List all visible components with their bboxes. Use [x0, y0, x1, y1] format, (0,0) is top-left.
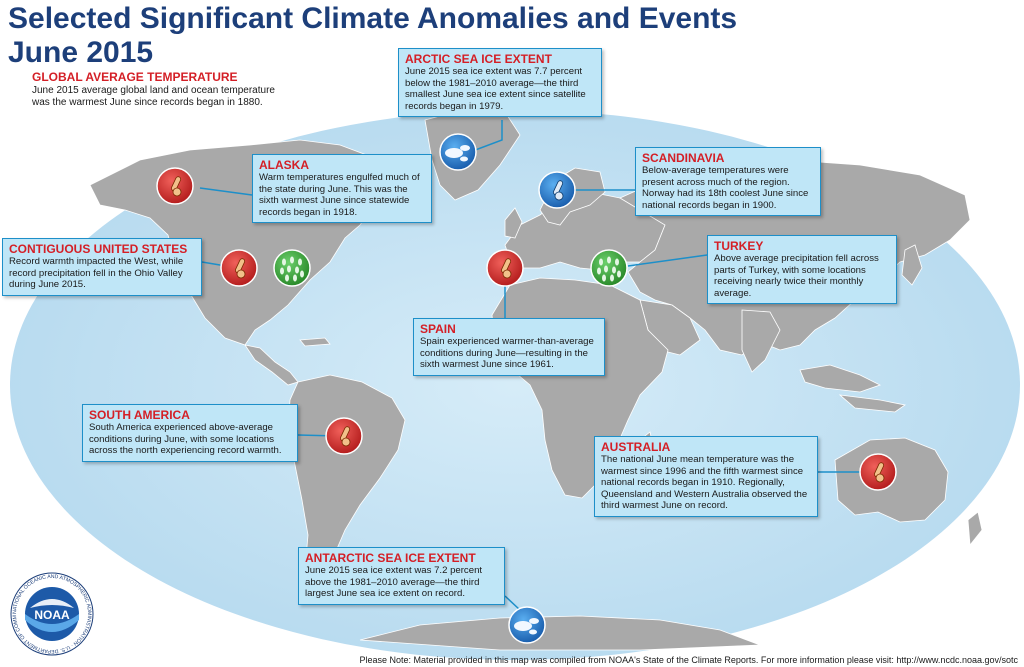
footer-note: Please Note: Material provided in this m… — [359, 655, 1018, 665]
noaa-logo-text: NOAA — [34, 608, 70, 622]
south-america-text: South America experienced above-average … — [89, 422, 282, 457]
arctic-callout: ARCTIC SEA ICE EXTENT June 2015 sea ice … — [398, 48, 602, 118]
australia-heading: AUSTRALIA — [601, 440, 671, 454]
thermometer-warm-icon — [486, 249, 524, 287]
spain-callout: SPAIN Spain experienced warmer-than-aver… — [413, 318, 605, 376]
scandinavia-text: Below-average temperatures were present … — [642, 165, 809, 211]
global-temp-text: June 2015 average global land and ocean … — [32, 85, 275, 108]
arctic-heading: ARCTIC SEA ICE EXTENT — [405, 52, 552, 66]
alaska-text: Warm temperatures engulfed much of the s… — [259, 172, 420, 218]
turkey-text: Above average precipitation fell across … — [714, 253, 879, 299]
precipitation-icon — [590, 249, 628, 287]
thermometer-warm-icon — [156, 167, 194, 205]
event-icons — [156, 133, 897, 644]
thermometer-cool-icon — [538, 171, 576, 209]
contiguous-us-heading: CONTIGUOUS UNITED STATES — [9, 242, 188, 256]
global-temp-heading: GLOBAL AVERAGE TEMPERATURE — [32, 70, 238, 84]
noaa-logo: NATIONAL OCEANIC AND ATMOSPHERIC ADMINIS… — [10, 572, 94, 656]
title-line-1: Selected Significant Climate Anomalies a… — [8, 2, 738, 35]
title-line-2: June 2015 — [8, 36, 154, 69]
sea-ice-icon — [508, 606, 546, 644]
australia-callout: AUSTRALIA The national June mean tempera… — [594, 436, 818, 517]
spain-text: Spain experienced warmer-than-average co… — [420, 336, 594, 371]
south-america-heading: SOUTH AMERICA — [89, 408, 190, 422]
scandinavia-heading: SCANDINAVIA — [642, 151, 725, 165]
contiguous-us-text: Record warmth impacted the West, while r… — [9, 256, 184, 291]
thermometer-warm-icon — [220, 249, 258, 287]
thermometer-warm-icon — [325, 417, 363, 455]
sea-ice-icon — [439, 133, 477, 171]
antarctic-callout: ANTARCTIC SEA ICE EXTENT June 2015 sea i… — [298, 547, 505, 605]
precipitation-icon — [273, 249, 311, 287]
south-america-callout: SOUTH AMERICA South America experienced … — [82, 404, 298, 462]
antarctic-heading: ANTARCTIC SEA ICE EXTENT — [305, 551, 476, 565]
arctic-text: June 2015 sea ice extent was 7.7 percent… — [405, 66, 586, 112]
turkey-heading: TURKEY — [714, 239, 764, 253]
australia-text: The national June mean temperature was t… — [601, 454, 808, 512]
spain-heading: SPAIN — [420, 322, 456, 336]
contiguous-us-callout: CONTIGUOUS UNITED STATES Record warmth i… — [2, 238, 202, 296]
alaska-heading: ALASKA — [259, 158, 309, 172]
thermometer-warm-icon — [859, 453, 897, 491]
turkey-callout: TURKEY Above average precipitation fell … — [707, 235, 897, 305]
scandinavia-callout: SCANDINAVIA Below-average temperatures w… — [635, 147, 821, 217]
antarctic-text: June 2015 sea ice extent was 7.2 percent… — [305, 565, 483, 600]
page-title: Selected Significant Climate Anomalies a… — [8, 2, 737, 70]
alaska-callout: ALASKA Warm temperatures engulfed much o… — [252, 154, 432, 224]
india — [741, 309, 781, 373]
antarctica — [359, 615, 761, 651]
